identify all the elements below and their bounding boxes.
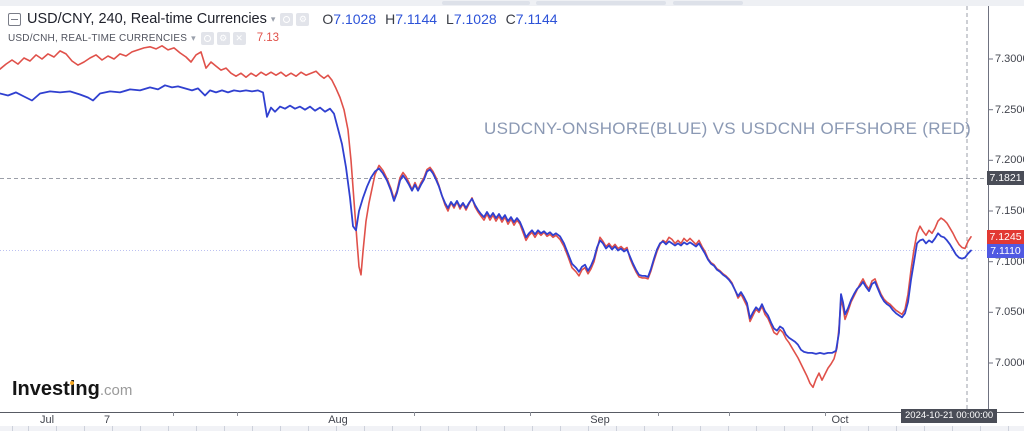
settings-gear-icon[interactable]: ⚙: [216, 31, 230, 45]
price-tick-label: 7.2500: [995, 103, 1024, 116]
time-tick-label: Jul: [39, 414, 55, 426]
investing-logo: Investing.com: [12, 378, 133, 400]
symbol-title[interactable]: USD/CNY, 240, Real-time Currencies: [27, 11, 267, 27]
price-tick-label: 7.2000: [995, 154, 1024, 167]
time-tick-label: 7: [103, 414, 111, 426]
chevron-down-icon[interactable]: ▾: [191, 32, 196, 43]
chart-annotation-text: USDCNY-ONSHORE(BLUE) VS USDCNH OFFSHORE …: [484, 119, 972, 138]
low-label: L: [446, 11, 454, 27]
low-value: 7.1028: [453, 11, 497, 27]
price-tick-label: 7.1500: [995, 204, 1024, 217]
top-scroll-strip[interactable]: [0, 0, 1024, 6]
time-tick-label: Sep: [590, 414, 610, 426]
high-label: H: [385, 11, 396, 27]
logo-i-orange-dot: i: [69, 378, 76, 400]
overlay-symbol-row: USD/CNH, REAL-TIME CURRENCIES ▾ ⚙ ✕ 7.13: [8, 30, 558, 46]
price-tick-label: 7.3000: [995, 53, 1024, 65]
settings-gear-icon[interactable]: ⚙: [296, 12, 310, 26]
price-tick-label: 7.0500: [995, 306, 1024, 319]
price-tick-label: 7.1000: [995, 255, 1024, 268]
overlay-symbol-title[interactable]: USD/CNH, REAL-TIME CURRENCIES: [8, 32, 188, 44]
crosshair-price-badge: 7.1821: [987, 171, 1024, 186]
chart-legend: USD/CNY, 240, Real-time Currencies ▾ ⚙ O…: [8, 9, 558, 46]
overlay-last-price: 7.13: [256, 32, 280, 44]
bottom-scroll-strip[interactable]: [0, 426, 1024, 431]
offshore-last-badge: 7.1245: [987, 229, 1024, 244]
close-icon[interactable]: ✕: [232, 31, 246, 45]
scroll-segment[interactable]: [442, 1, 530, 5]
crosshair-date-badge: 2024-10-21 00:00:00: [901, 409, 998, 423]
circle-icon: [203, 34, 211, 42]
scroll-segment[interactable]: [673, 1, 743, 5]
time-tick-label: Aug: [328, 414, 348, 426]
high-value: 7.1144: [395, 11, 438, 27]
scroll-segment[interactable]: [536, 1, 666, 5]
main-symbol-row: USD/CNY, 240, Real-time Currencies ▾ ⚙ O…: [8, 9, 558, 29]
collapse-icon[interactable]: [8, 12, 21, 26]
close-label: C: [505, 11, 516, 27]
visibility-toggle-icon[interactable]: [200, 31, 214, 45]
circle-icon: [283, 15, 291, 23]
chevron-down-icon[interactable]: ▾: [270, 13, 276, 24]
time-tick-label: Oct: [831, 414, 849, 426]
close-value: 7.1144: [515, 11, 558, 27]
price-tick-label: 7.0000: [995, 356, 1024, 369]
ohlc-values: O 7.1028 H 7.1144 L 7.1028 C 7.1144: [322, 11, 557, 27]
open-value: 7.1028: [333, 11, 377, 27]
onshore-last-badge: 7.1110: [987, 243, 1024, 258]
open-label: O: [322, 11, 334, 27]
visibility-toggle-icon[interactable]: [280, 12, 294, 26]
